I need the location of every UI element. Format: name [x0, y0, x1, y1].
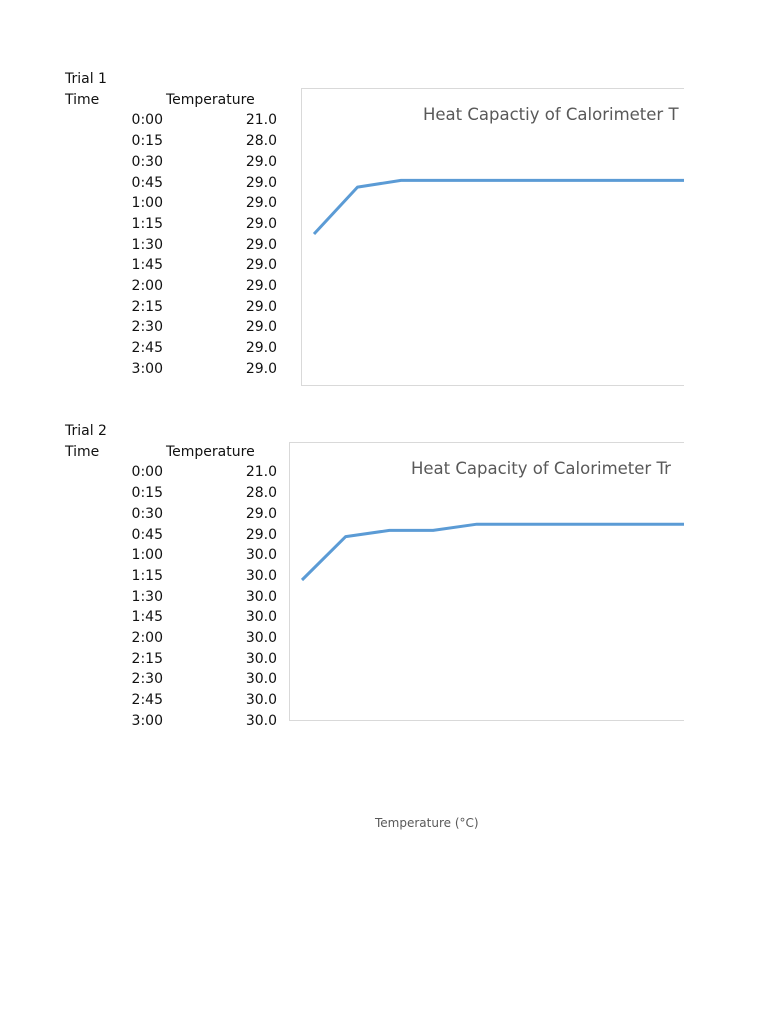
time-cell: 3:00: [131, 712, 163, 729]
series-line: [312, 178, 684, 236]
time-cell: 0:45: [131, 526, 163, 543]
temperature-cell: 29.0: [245, 236, 277, 253]
time-cell: 0:30: [131, 153, 163, 170]
temperature-cell: 30.0: [245, 712, 277, 729]
time-cell: 1:15: [131, 215, 163, 232]
temperature-cell: 30.0: [245, 547, 277, 564]
time-cell: 0:45: [131, 174, 163, 191]
time-cell: 1:45: [131, 257, 163, 274]
time-cell: 2:45: [131, 340, 163, 357]
time-cell: 3:00: [131, 360, 163, 377]
temperature-cell: 29.0: [245, 505, 277, 522]
time-cell: 0:15: [131, 485, 163, 502]
time-cell: 2:00: [131, 630, 163, 646]
time-cell: 1:15: [131, 567, 163, 584]
time-cell: 0:00: [131, 464, 163, 481]
trial-label: Trial 1: [65, 71, 107, 87]
temperature-cell: 29.0: [245, 526, 277, 543]
time-cell: 2:00: [131, 278, 163, 294]
temperature-cell: 29.0: [245, 340, 277, 357]
temperature-cell: 30.0: [245, 609, 277, 626]
series-line: [300, 522, 684, 582]
axis-label: Temperature (°C): [375, 816, 479, 830]
temperature-cell: 29.0: [245, 174, 277, 191]
time-cell: 2:30: [131, 319, 163, 336]
time-cell: 1:30: [131, 588, 163, 605]
temperature-cell: 30.0: [245, 588, 277, 605]
temperature-cell: 29.0: [245, 298, 277, 315]
trial-2-chart: Heat Capacity of Calorimeter Tr: [289, 442, 684, 721]
temperature-cell: 29.0: [245, 360, 277, 377]
temperature-cell: 29.0: [245, 195, 277, 212]
time-cell: 2:15: [131, 650, 163, 667]
time-cell: 0:30: [131, 505, 163, 522]
temperature-cell: 29.0: [245, 215, 277, 232]
time-cell: 2:15: [131, 298, 163, 315]
temperature-cell: 29.0: [245, 257, 277, 274]
temperature-cell: 21.0: [245, 112, 277, 129]
temperature-header: Temperature: [166, 443, 255, 460]
temperature-cell: 30.0: [245, 692, 277, 709]
temperature-cell: 28.0: [245, 133, 277, 150]
time-cell: 2:45: [131, 692, 163, 709]
temperature-cell: 29.0: [245, 319, 277, 336]
temperature-cell: 28.0: [245, 485, 277, 502]
temperature-header: Temperature: [166, 91, 255, 108]
temperature-cell: 30.0: [245, 567, 277, 584]
temperature-cell: 29.0: [245, 153, 277, 170]
temperature-cell: 21.0: [245, 464, 277, 481]
temperature-cell: 30.0: [245, 650, 277, 667]
trial-1-chart: Heat Capactiy of Calorimeter T: [301, 88, 684, 386]
time-cell: 2:30: [131, 671, 163, 688]
chart-title: Heat Capacity of Calorimeter Tr: [411, 459, 671, 478]
time-cell: 0:15: [131, 133, 163, 150]
time-cell: 1:45: [131, 609, 163, 626]
time-cell: 0:00: [131, 112, 163, 129]
time-cell: 1:30: [131, 236, 163, 253]
chart-title: Heat Capactiy of Calorimeter T: [423, 105, 679, 124]
time-header: Time: [65, 443, 100, 460]
time-cell: 1:00: [131, 547, 163, 564]
temperature-cell: 29.0: [245, 278, 277, 294]
time-cell: 1:00: [131, 195, 163, 212]
temperature-cell: 30.0: [245, 671, 277, 688]
time-header: Time: [65, 91, 100, 108]
trial-label: Trial 2: [65, 423, 107, 439]
temperature-cell: 30.0: [245, 630, 277, 646]
